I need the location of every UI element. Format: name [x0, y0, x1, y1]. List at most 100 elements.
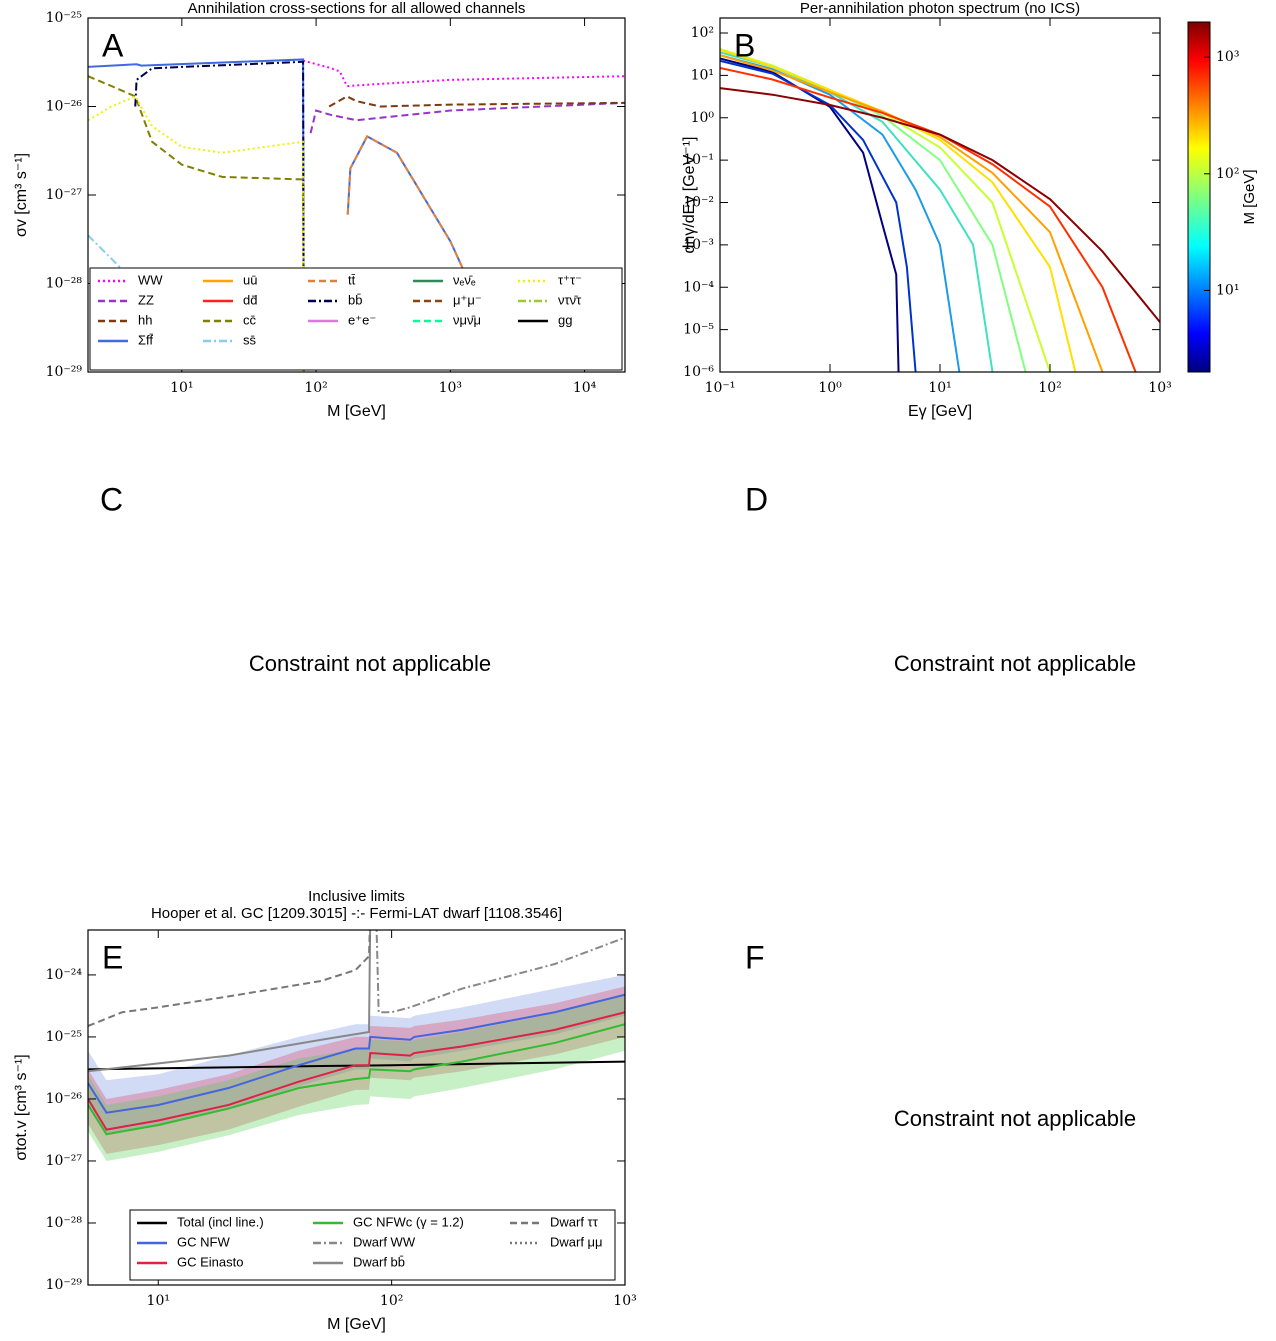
band: [88, 974, 625, 1135]
y-tick-label: 10⁻²⁵: [46, 10, 83, 26]
chart-title: Inclusive limits: [308, 888, 405, 905]
legend-label: Total (incl line.): [177, 1214, 264, 1229]
series-line: [720, 87, 1160, 323]
panel-label: B: [734, 27, 755, 63]
y-tick-label: 10⁻²: [683, 195, 714, 211]
legend-label: GC Einasto: [177, 1254, 243, 1269]
legend-label: ντν̄τ: [558, 292, 582, 307]
y-axis-label: σv [cm³ s⁻¹]: [13, 153, 30, 237]
chart-title: Hooper et al. GC [1209.3015] -:- Fermi-L…: [151, 905, 562, 922]
legend-box: [129, 1209, 616, 1281]
y-tick-label: 10⁻¹: [683, 152, 714, 168]
panel-message: Constraint not applicable: [894, 651, 1136, 676]
panel-message: Constraint not applicable: [249, 651, 491, 676]
colorbar-tick-label: 10³: [1216, 49, 1239, 65]
series-line: [88, 95, 305, 372]
legend-label: dd̄: [243, 292, 257, 307]
y-tick-label: 10⁻²⁵: [46, 1029, 83, 1045]
y-tick-label: 10⁻²⁹: [46, 364, 83, 380]
x-tick-label: 10²: [380, 1293, 403, 1309]
y-axis-label: σtot.v [cm³ s⁻¹]: [13, 1054, 30, 1160]
series-line: [88, 1011, 625, 1131]
series-line: [88, 930, 372, 1073]
legend-label: Σff̄: [138, 332, 153, 347]
plot-area: [720, 48, 1160, 372]
legend-label: GC NFWc (γ = 1.2): [353, 1214, 464, 1229]
legend-label: ZZ: [138, 292, 154, 307]
legend-label: Dwarf ττ: [550, 1214, 599, 1229]
chart-title: Per-annihilation photon spectrum (no ICS…: [800, 0, 1080, 17]
legend-label: hh: [138, 312, 152, 327]
band: [88, 986, 625, 1154]
plot-area: [88, 58, 625, 372]
y-tick-label: 10⁻²⁸: [46, 276, 83, 292]
colorbar-tick-label: 10²: [1216, 166, 1239, 182]
legend-label: τ⁺τ⁻: [558, 272, 582, 287]
y-tick-label: 10⁻²⁶: [46, 1091, 83, 1107]
colorbar-tick-label: 10¹: [1216, 282, 1239, 298]
x-tick-label: 10¹: [928, 380, 951, 396]
panel-label: A: [102, 27, 124, 63]
plot-area: [88, 930, 625, 1161]
legend-label: ss̄: [243, 332, 257, 347]
series-line: [309, 101, 625, 134]
x-tick-label: 10³: [439, 380, 462, 396]
series-line: [720, 57, 900, 372]
x-tick-label: 10¹: [170, 380, 193, 396]
x-axis-label: Eγ [GeV]: [908, 403, 972, 420]
colorbar-label: M [GeV]: [1241, 169, 1258, 224]
x-tick-label: 10⁴: [573, 380, 597, 396]
legend-label: tt̄: [348, 272, 356, 287]
x-tick-label: 10¹: [147, 1293, 170, 1309]
panel-message: Constraint not applicable: [894, 1106, 1136, 1131]
series-line: [88, 75, 305, 372]
y-tick-label: 10⁻²⁶: [46, 99, 83, 115]
series-line: [88, 930, 371, 1027]
series-line: [346, 134, 492, 331]
legend-label: Dwarf bb̄: [353, 1254, 405, 1269]
series-line: [720, 48, 1027, 372]
series-line: [720, 48, 1051, 372]
legend-label: bb̄: [348, 292, 362, 307]
x-tick-label: 10³: [613, 1293, 636, 1309]
x-tick-label: 10³: [1148, 380, 1171, 396]
x-tick-label: 10⁰: [818, 380, 842, 396]
x-tick-label: 10²: [304, 380, 327, 396]
series-line: [375, 930, 625, 1014]
y-tick-label: 10⁻⁵: [683, 322, 714, 338]
legend-label: gg: [558, 312, 572, 327]
legend-label: νₑν̄ₑ: [453, 272, 476, 287]
y-tick-label: 10¹: [691, 67, 714, 83]
y-tick-label: 10⁻³: [683, 237, 714, 253]
series-line: [88, 993, 625, 1114]
legend-label: μ⁺μ⁻: [453, 292, 482, 307]
colorbar: [1187, 21, 1211, 373]
panel-label: F: [745, 939, 765, 975]
y-tick-label: 10⁻²⁹: [46, 1277, 83, 1293]
x-tick-label: 10⁻¹: [705, 380, 736, 396]
x-tick-label: 10²: [1038, 380, 1061, 396]
y-axis-label: dnγ/dEγ [GeV⁻¹]: [681, 137, 698, 254]
legend-label: νμν̄μ: [453, 312, 481, 327]
series-line: [720, 59, 917, 372]
panel-label: D: [745, 481, 768, 517]
legend-label: Dwarf μμ: [550, 1234, 603, 1249]
y-tick-label: 10⁻⁴: [683, 279, 714, 295]
legend-label: WW: [138, 272, 163, 287]
x-axis-label: M [GeV]: [327, 1316, 386, 1333]
series-line: [328, 95, 625, 108]
y-tick-label: 10²: [691, 25, 714, 41]
panel-label: C: [100, 481, 123, 517]
y-tick-label: 10⁻⁶: [683, 364, 714, 380]
y-tick-label: 10⁰: [691, 110, 715, 126]
x-axis-label: M [GeV]: [327, 403, 386, 420]
panel-label: E: [102, 939, 123, 975]
legend-label: Dwarf WW: [353, 1234, 416, 1249]
series-line: [720, 54, 961, 372]
chart-title: Annihilation cross-sections for all allo…: [188, 0, 526, 17]
band: [88, 994, 625, 1161]
y-tick-label: 10⁻²⁷: [46, 1153, 83, 1169]
legend-label: uū: [243, 272, 257, 287]
series-line: [134, 60, 305, 372]
